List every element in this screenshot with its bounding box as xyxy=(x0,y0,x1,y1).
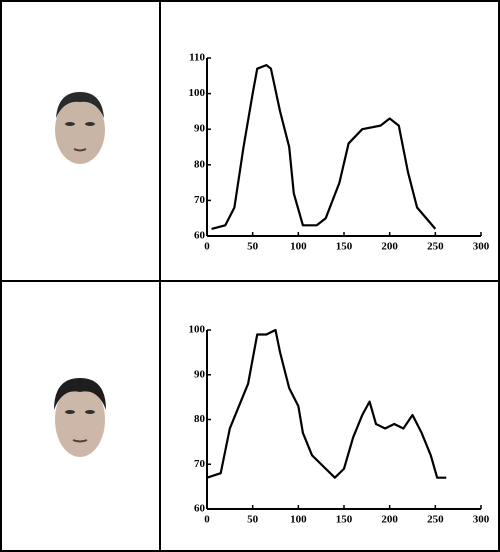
x-tick-label: 250 xyxy=(427,241,444,253)
data-line xyxy=(211,64,437,230)
y-tick-label: 70 xyxy=(194,458,206,470)
y-tick-label: 70 xyxy=(194,194,206,206)
x-tick-label: 150 xyxy=(336,241,353,253)
x-tick-label: 250 xyxy=(427,514,444,526)
face-image xyxy=(55,92,105,164)
y-tick-label: 60 xyxy=(194,230,206,242)
y-tick-label: 110 xyxy=(189,52,205,64)
y-tick-label: 80 xyxy=(194,413,206,425)
y-tick-label: 100 xyxy=(189,87,206,99)
x-tick-label: 100 xyxy=(290,514,307,526)
x-tick-label: 200 xyxy=(381,241,398,253)
x-tick-label: 50 xyxy=(247,241,259,253)
x-tick-label: 0 xyxy=(204,514,210,526)
x-tick-label: 300 xyxy=(473,241,490,253)
y-tick-label: 60 xyxy=(194,503,206,515)
x-tick-label: 300 xyxy=(473,514,490,526)
x-tick-label: 100 xyxy=(290,241,307,253)
y-tick-label: 100 xyxy=(189,324,206,336)
y-tick-label: 90 xyxy=(194,368,206,380)
data-line xyxy=(206,328,447,479)
x-tick-label: 150 xyxy=(336,514,353,526)
x-tick-label: 50 xyxy=(247,514,259,526)
y-tick-label: 80 xyxy=(194,158,206,170)
face-image xyxy=(54,378,106,457)
x-tick-label: 0 xyxy=(204,241,210,253)
x-tick-label: 200 xyxy=(381,514,398,526)
y-tick-label: 90 xyxy=(194,123,206,135)
